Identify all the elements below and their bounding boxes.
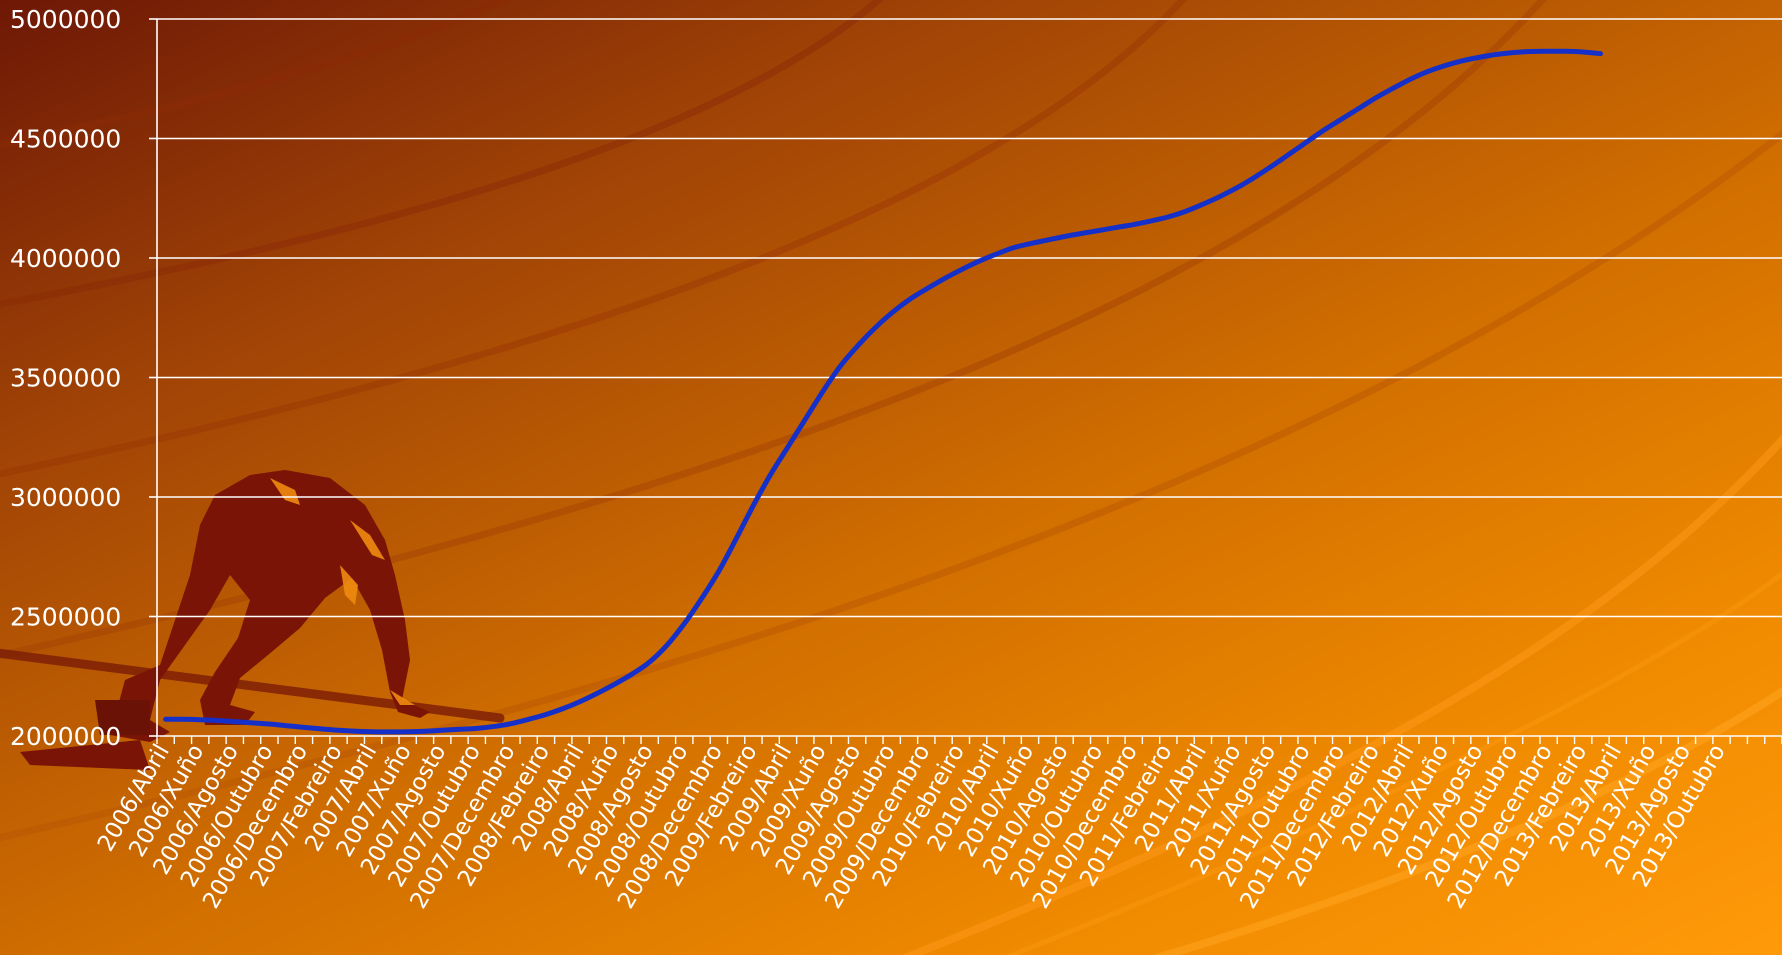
y-tick-label: 2500000 [10,603,121,632]
y-tick-label: 4500000 [10,125,121,154]
axes [149,18,1782,744]
background-swoosh [0,0,509,150]
series-line [163,48,1603,735]
background-swoosh [0,129,1782,842]
y-tick-label: 3500000 [10,364,121,393]
background-swoosh [0,0,1188,478]
x-axis-tick-labels: 2006/Abril2006/Xuño2006/Agosto2006/Outub… [93,740,1731,913]
background-swoosh [1152,687,1782,955]
y-tick-label: 3000000 [10,483,121,512]
series-layer [163,48,1603,735]
gridlines [157,18,1782,618]
y-tick-label: 4000000 [10,244,121,273]
sprinter-illustration [20,470,430,770]
sprinter-highlights [270,478,415,705]
y-axis-tick-labels: 2000000 2500000 3000000 3500000 4000000 45000… [10,5,121,751]
background-swoosh [0,0,884,308]
background-swoosh [1005,570,1782,955]
y-tick-label: 5000000 [10,5,121,34]
y-tick-label: 2000000 [10,722,121,751]
background-swoosh [901,434,1782,955]
